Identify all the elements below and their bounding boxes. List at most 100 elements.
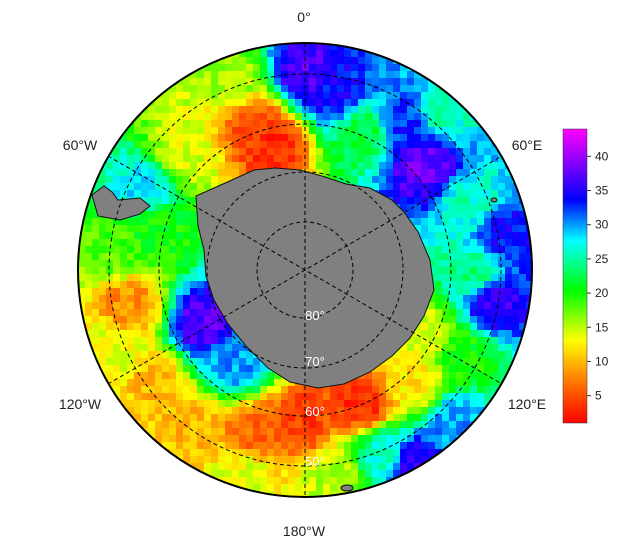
map-boundary bbox=[77, 42, 533, 498]
data-cell bbox=[484, 176, 491, 183]
data-cell bbox=[428, 302, 435, 309]
data-cell bbox=[442, 162, 449, 169]
data-cell bbox=[183, 358, 190, 365]
data-cell bbox=[435, 169, 442, 176]
data-cell bbox=[519, 225, 526, 232]
data-cell bbox=[505, 316, 512, 323]
data-cell bbox=[449, 197, 456, 204]
data-cell bbox=[386, 442, 393, 449]
data-cell bbox=[260, 148, 267, 155]
data-cell bbox=[505, 232, 512, 239]
data-cell bbox=[414, 113, 421, 120]
data-cell bbox=[421, 428, 428, 435]
data-cell bbox=[449, 127, 456, 134]
data-cell bbox=[106, 274, 113, 281]
data-cell bbox=[435, 288, 442, 295]
data-cell bbox=[134, 428, 141, 435]
data-cell bbox=[400, 407, 407, 414]
data-cell bbox=[519, 302, 526, 309]
data-cell bbox=[505, 274, 512, 281]
data-cell bbox=[393, 71, 400, 78]
data-cell bbox=[141, 169, 148, 176]
data-cell bbox=[449, 239, 456, 246]
data-cell bbox=[92, 302, 99, 309]
data-cell bbox=[393, 358, 400, 365]
data-cell bbox=[358, 148, 365, 155]
data-cell bbox=[498, 183, 505, 190]
data-cell bbox=[197, 71, 204, 78]
data-cell bbox=[197, 330, 204, 337]
data-cell bbox=[176, 246, 183, 253]
data-cell bbox=[127, 190, 134, 197]
data-cell bbox=[148, 148, 155, 155]
data-cell bbox=[134, 253, 141, 260]
data-cell bbox=[232, 134, 239, 141]
data-cell bbox=[498, 190, 505, 197]
data-cell bbox=[120, 330, 127, 337]
colorbar-tick-label: 5 bbox=[595, 389, 602, 403]
data-cell bbox=[148, 260, 155, 267]
data-cell bbox=[148, 302, 155, 309]
data-cell bbox=[428, 99, 435, 106]
data-cell bbox=[225, 456, 232, 463]
data-cell bbox=[253, 99, 260, 106]
data-cell bbox=[155, 407, 162, 414]
data-cell bbox=[211, 302, 218, 309]
data-cell bbox=[232, 99, 239, 106]
data-cell bbox=[288, 442, 295, 449]
data-cell bbox=[281, 127, 288, 134]
data-cell bbox=[435, 99, 442, 106]
data-cell bbox=[155, 358, 162, 365]
data-cell bbox=[351, 470, 358, 477]
data-cell bbox=[330, 456, 337, 463]
data-cell bbox=[323, 407, 330, 414]
data-cell bbox=[260, 50, 267, 57]
data-cell bbox=[183, 379, 190, 386]
data-cell bbox=[400, 120, 407, 127]
data-cell bbox=[477, 232, 484, 239]
data-cell bbox=[141, 414, 148, 421]
data-cell bbox=[526, 253, 532, 260]
data-cell bbox=[204, 442, 211, 449]
data-cell bbox=[197, 134, 204, 141]
data-cell bbox=[442, 337, 449, 344]
data-cell bbox=[421, 134, 428, 141]
data-cell bbox=[225, 449, 232, 456]
data-cell bbox=[379, 442, 386, 449]
data-cell bbox=[134, 169, 141, 176]
data-cell bbox=[428, 309, 435, 316]
data-cell bbox=[148, 127, 155, 134]
data-cell bbox=[442, 323, 449, 330]
data-cell bbox=[323, 456, 330, 463]
data-cell bbox=[512, 302, 519, 309]
data-cell bbox=[246, 442, 253, 449]
data-cell bbox=[267, 456, 274, 463]
data-cell bbox=[225, 127, 232, 134]
data-cell bbox=[414, 85, 421, 92]
data-cell bbox=[449, 281, 456, 288]
data-cell bbox=[484, 323, 491, 330]
data-cell bbox=[253, 407, 260, 414]
data-cell bbox=[190, 386, 197, 393]
data-cell bbox=[204, 71, 211, 78]
data-cell bbox=[344, 148, 351, 155]
data-cell bbox=[162, 134, 169, 141]
data-cell bbox=[505, 204, 512, 211]
data-cell bbox=[274, 50, 281, 57]
data-cell bbox=[113, 246, 120, 253]
data-cell bbox=[134, 372, 141, 379]
data-cell bbox=[134, 414, 141, 421]
data-cell bbox=[477, 183, 484, 190]
data-cell bbox=[365, 491, 372, 497]
data-cell bbox=[113, 148, 120, 155]
data-cell bbox=[442, 435, 449, 442]
data-cell bbox=[421, 141, 428, 148]
data-cell bbox=[134, 246, 141, 253]
data-cell bbox=[421, 127, 428, 134]
data-cell bbox=[365, 449, 372, 456]
data-cell bbox=[106, 183, 113, 190]
data-cell bbox=[92, 253, 99, 260]
data-cell bbox=[484, 211, 491, 218]
data-cell bbox=[253, 134, 260, 141]
data-cell bbox=[393, 183, 400, 190]
